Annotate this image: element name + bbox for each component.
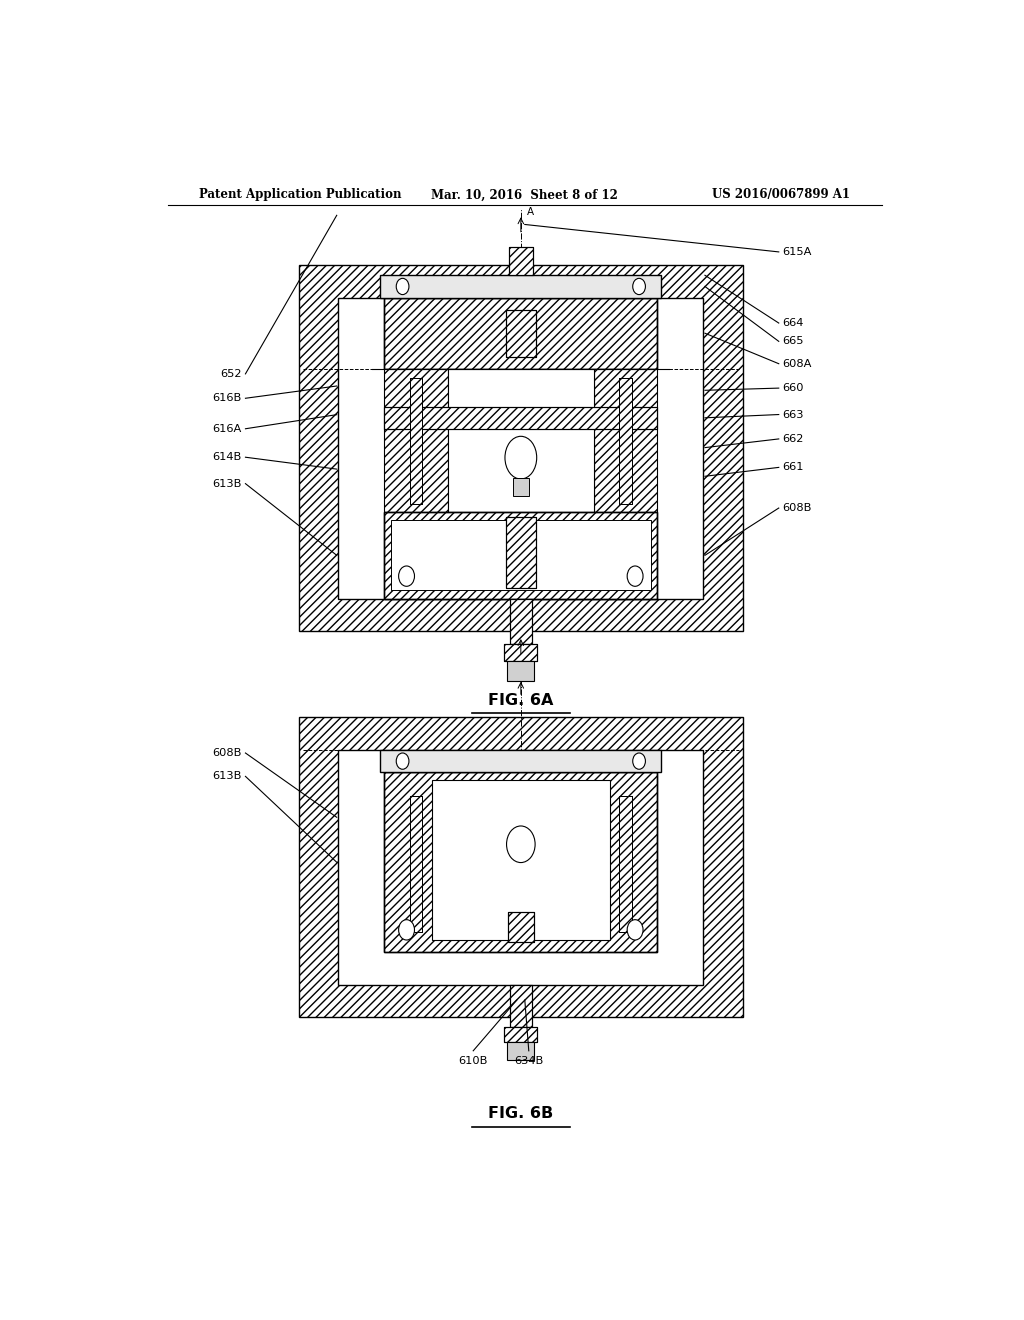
Bar bbox=[509, 247, 532, 276]
Bar bbox=[594, 368, 657, 512]
Circle shape bbox=[398, 566, 415, 586]
Bar bbox=[384, 512, 657, 598]
Circle shape bbox=[396, 279, 409, 294]
Bar bbox=[504, 1027, 538, 1041]
Text: Patent Application Publication: Patent Application Publication bbox=[200, 189, 402, 202]
Bar bbox=[299, 718, 743, 1018]
Text: 665: 665 bbox=[782, 337, 804, 346]
Circle shape bbox=[627, 566, 643, 586]
Bar bbox=[510, 985, 531, 1027]
Text: 662: 662 bbox=[782, 434, 804, 444]
Bar bbox=[620, 796, 632, 932]
Bar bbox=[384, 772, 657, 952]
Text: FIG. 6B: FIG. 6B bbox=[488, 1106, 553, 1121]
Bar bbox=[508, 912, 534, 942]
Bar bbox=[338, 750, 703, 985]
Bar bbox=[447, 368, 594, 512]
Bar bbox=[384, 772, 657, 952]
Bar bbox=[510, 598, 531, 644]
Bar bbox=[391, 520, 651, 590]
Bar bbox=[410, 378, 423, 504]
Text: US 2016/0067899 A1: US 2016/0067899 A1 bbox=[712, 189, 850, 202]
Bar bbox=[380, 276, 662, 297]
Circle shape bbox=[633, 752, 645, 770]
Text: A: A bbox=[527, 207, 535, 218]
Bar bbox=[506, 517, 536, 589]
Bar bbox=[504, 644, 538, 660]
Circle shape bbox=[627, 920, 643, 940]
Bar bbox=[620, 378, 632, 504]
Bar bbox=[620, 378, 632, 504]
Bar bbox=[620, 796, 632, 932]
Text: 608B: 608B bbox=[782, 503, 812, 513]
Bar bbox=[384, 407, 657, 429]
Bar bbox=[384, 297, 657, 368]
Bar bbox=[504, 644, 538, 660]
Circle shape bbox=[398, 920, 415, 940]
Bar bbox=[504, 1027, 538, 1041]
Bar bbox=[338, 297, 703, 598]
Bar bbox=[384, 407, 657, 429]
Bar bbox=[384, 297, 657, 368]
Bar bbox=[299, 265, 743, 631]
Bar bbox=[432, 780, 609, 940]
Bar bbox=[510, 598, 531, 644]
Circle shape bbox=[633, 279, 645, 294]
Text: 661: 661 bbox=[782, 462, 804, 473]
Text: Mar. 10, 2016  Sheet 8 of 12: Mar. 10, 2016 Sheet 8 of 12 bbox=[431, 189, 618, 202]
Text: 614B: 614B bbox=[212, 453, 242, 462]
Bar bbox=[513, 478, 528, 496]
Bar bbox=[410, 796, 423, 932]
Text: FIG. 6A: FIG. 6A bbox=[488, 693, 554, 708]
Text: 616B: 616B bbox=[212, 393, 242, 404]
Ellipse shape bbox=[505, 437, 537, 479]
Text: 608B: 608B bbox=[212, 748, 242, 758]
Circle shape bbox=[396, 752, 409, 770]
Text: 634B: 634B bbox=[514, 1056, 544, 1065]
Text: 613B: 613B bbox=[212, 771, 242, 781]
Text: 664: 664 bbox=[782, 318, 804, 329]
Bar bbox=[506, 517, 536, 589]
Bar bbox=[507, 660, 535, 681]
Bar bbox=[509, 247, 532, 276]
Bar bbox=[384, 368, 447, 512]
Text: 660: 660 bbox=[782, 383, 804, 393]
Bar bbox=[410, 378, 423, 504]
Bar bbox=[510, 985, 531, 1027]
Ellipse shape bbox=[507, 826, 536, 862]
Text: 616A: 616A bbox=[212, 424, 242, 434]
Text: 613B: 613B bbox=[212, 479, 242, 488]
Text: 608A: 608A bbox=[782, 359, 812, 368]
Text: 610B: 610B bbox=[459, 1056, 487, 1065]
Bar bbox=[384, 512, 657, 598]
Bar bbox=[506, 310, 536, 356]
Bar bbox=[380, 750, 662, 772]
Bar bbox=[506, 310, 536, 356]
Text: 615A: 615A bbox=[782, 247, 812, 257]
Bar bbox=[508, 912, 534, 942]
Text: 663: 663 bbox=[782, 409, 804, 420]
Bar bbox=[507, 1041, 535, 1060]
Bar bbox=[410, 796, 423, 932]
Text: 652: 652 bbox=[220, 368, 242, 379]
